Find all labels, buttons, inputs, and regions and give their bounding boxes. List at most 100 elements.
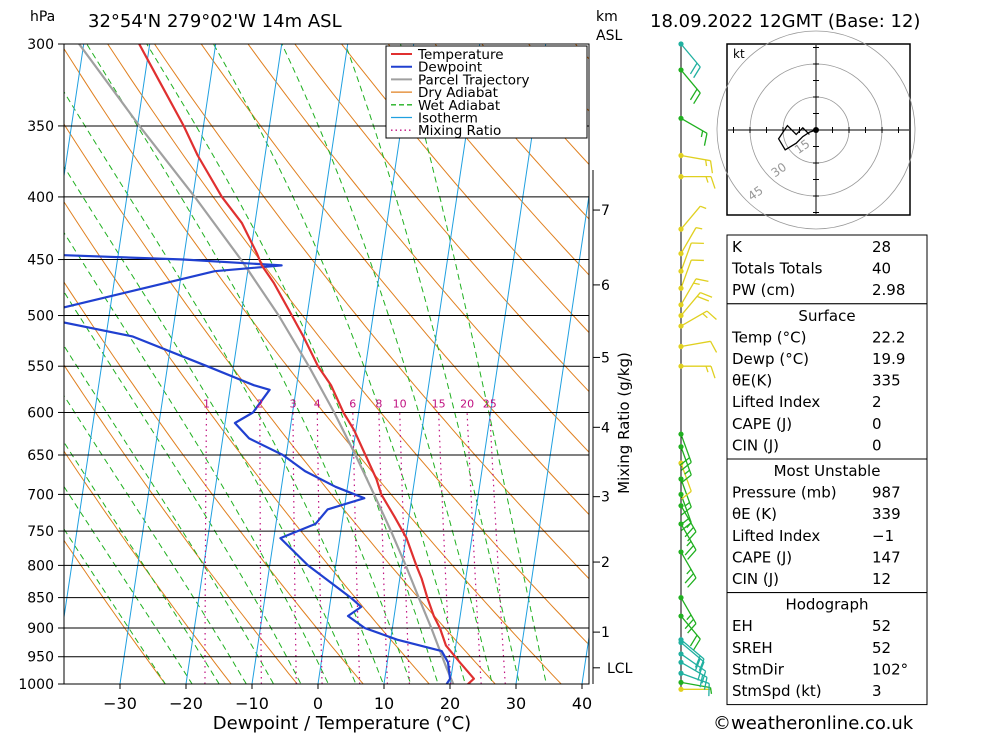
wind-barb-flag (680, 490, 692, 500)
wind-barb (678, 431, 692, 471)
mixing-ratio-line (204, 412, 208, 684)
x-tick-labels: −30 −20 −10 0 10 20 30 40 (103, 684, 592, 713)
wind-barb (678, 41, 701, 79)
most-unstable-row-label: Lifted Index (732, 527, 820, 545)
legend-box (385, 45, 588, 139)
surface-row-label: θE(K) (732, 372, 772, 390)
wind-barbs (678, 41, 718, 697)
pressure-label: 700 (27, 487, 54, 503)
mixing-ratio-lines (204, 412, 506, 684)
wind-barb-flag (680, 461, 692, 471)
wind-barb (678, 259, 704, 291)
x-tick-label: −30 (103, 694, 137, 713)
wind-barb (678, 174, 716, 189)
hodograph-ring (716, 30, 916, 230)
isotherm-line (64, 44, 85, 180)
isotherm-line (251, 44, 349, 684)
wind-barb (678, 205, 707, 232)
pressure-label: 650 (27, 448, 54, 464)
mixing-ratio-label: 25 (483, 397, 497, 410)
wind-barb-flag (700, 291, 713, 298)
wind-barb-flag (693, 92, 701, 105)
mixing-ratio-label: 6 (349, 397, 356, 410)
pressure-label: 450 (27, 253, 54, 269)
pressure-label: 600 (27, 405, 54, 421)
wind-barb-half-flag (700, 205, 707, 210)
most-unstable-title: Most Unstable (774, 462, 881, 480)
indices-row-value: 40 (872, 260, 891, 278)
hodograph-stats-title: Hodograph (785, 596, 868, 614)
wind-barb (678, 278, 709, 308)
surface-row-value: 2 (872, 393, 882, 411)
dry-adiabat-line (387, 44, 589, 276)
wind-barb-flag (689, 634, 698, 647)
km-label: 6 (601, 278, 610, 294)
mixing-ratio-line (378, 412, 388, 684)
x-tick-label: 10 (374, 694, 394, 713)
wind-barb-flag (709, 340, 718, 353)
wind-barb-flag (687, 623, 697, 634)
dry-adiabat-line (64, 364, 298, 684)
legend-label: Wet Adiabat (418, 98, 500, 114)
wind-barb-flag (701, 670, 707, 684)
wind-barb (678, 340, 718, 353)
x-axis-title: Dewpoint / Temperature (°C) (213, 713, 471, 733)
wind-barb-staff (680, 494, 692, 523)
wind-barb-flag (680, 522, 692, 531)
wind-barb-flag (687, 549, 697, 560)
x-tick-label: 40 (572, 694, 592, 713)
wind-barb-half-flag (705, 366, 709, 373)
isotherm-line (0, 26, 20, 710)
pressure-label: 500 (27, 309, 54, 325)
most-unstable-row-value: 12 (872, 570, 891, 588)
mixing-ratio-line (438, 412, 452, 684)
mixing-ratio-label: 20 (460, 397, 474, 410)
wet-adiabat-line (281, 44, 493, 684)
hodograph-stats-row-value: 52 (872, 617, 891, 635)
temperature-line (138, 44, 475, 684)
wind-barb (678, 363, 716, 379)
wind-barb-flag (709, 160, 714, 174)
x-tick-label: 20 (440, 694, 460, 713)
most-unstable-row-value: 147 (872, 548, 901, 566)
wind-barb (678, 670, 710, 697)
pressure-label: 300 (27, 37, 54, 53)
legend-label: Parcel Trajectory (418, 72, 530, 88)
asl-axis-label: ASL (596, 28, 622, 44)
wet-adiabat-line (64, 165, 357, 684)
pressure-label: 800 (27, 558, 54, 574)
km-label: 1 (601, 625, 610, 641)
pressure-label: 750 (27, 524, 54, 540)
wet-adiabat-line (86, 44, 412, 684)
surface-row-label: Dewp (°C) (732, 350, 809, 368)
surface-row-label: Lifted Index (732, 393, 820, 411)
most-unstable-row-label: Pressure (mb) (732, 484, 837, 502)
isotherm-line (317, 44, 415, 684)
wind-barb-staff (680, 43, 701, 68)
hodograph-stats-row-value: 3 (872, 682, 882, 700)
wind-barb-half-flag (700, 130, 704, 138)
wind-barb-flag (694, 658, 701, 671)
pressure-label: 900 (27, 621, 54, 637)
most-unstable-row-label: CIN (J) (732, 570, 779, 588)
wet-adiabat-line (344, 44, 520, 684)
mixing-ratio-label: 10 (393, 397, 407, 410)
pressure-tick-labels: 300 350 400 450 500 550 600 650 700 750 800 850 900 9… (18, 37, 64, 693)
legend-label: Dry Adiabat (418, 85, 498, 101)
wind-barb-staff (680, 462, 692, 492)
wind-barb-flag (684, 573, 694, 584)
pressure-label: 400 (27, 190, 54, 206)
isotherm-line (449, 44, 547, 684)
wind-barb-half-flag (702, 313, 708, 319)
surface-box (726, 303, 928, 460)
mixing-ratio-axis-title: Mixing Ratio (g/kg) (615, 352, 633, 494)
hodograph-trace (777, 124, 817, 151)
wind-barb (678, 491, 692, 531)
surface-row-value: 22.2 (872, 328, 905, 346)
x-tick-label: 0 (313, 694, 323, 713)
wind-barb-staff (680, 672, 710, 685)
surface-row-value: 0 (872, 415, 882, 433)
wind-barb-flag (703, 677, 708, 690)
